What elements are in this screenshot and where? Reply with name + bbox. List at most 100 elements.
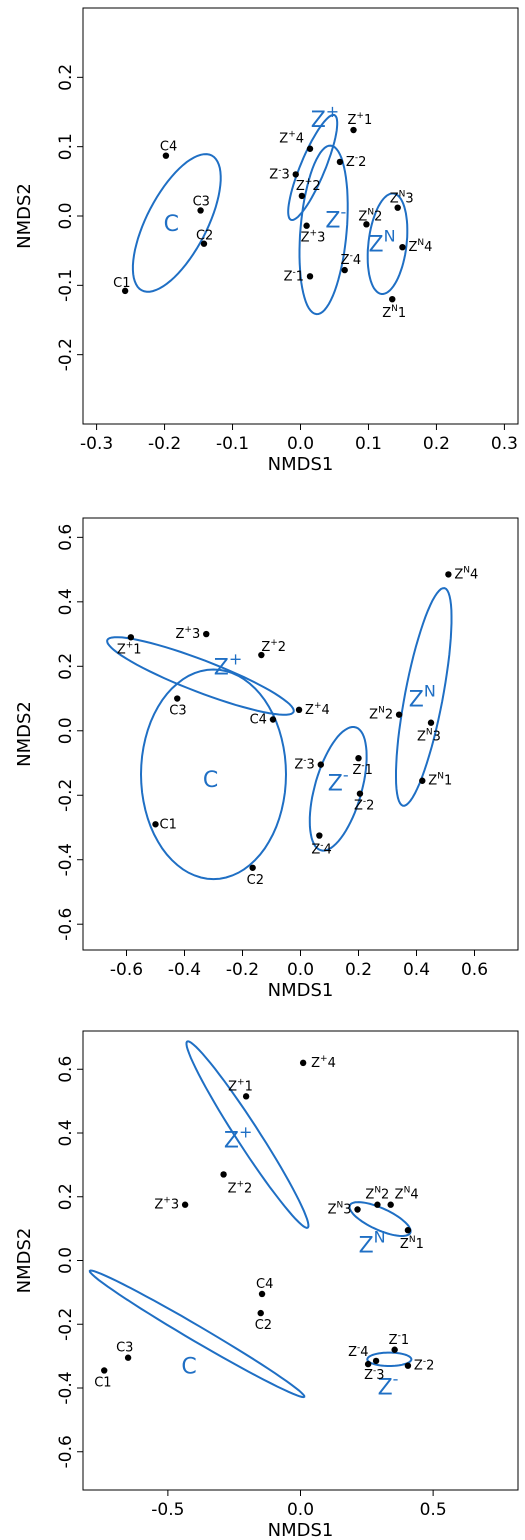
data-point [404,1227,412,1234]
point-label: ZN4 [395,1186,419,1203]
y-axis-label: NMDS2 [14,1228,35,1294]
data-point [121,287,129,295]
nmds-panel-3: -0.5 0.0 0.5 -0.6 -0.4 -0.2 0.0 0.2 0.4 0.6 NMDS1 N… [14,1030,519,1540]
data-point [303,222,310,229]
plot-frame [82,7,519,425]
y-tick-label: 0.6 [56,524,76,551]
point-label: Z-4 [348,1343,368,1360]
data-point [419,777,426,784]
plot-frame [82,1030,519,1491]
x-tick-label: -0.2 [148,434,181,454]
point-label: ZN1 [400,1235,424,1252]
data-point [181,1201,189,1208]
data-point [354,1206,361,1213]
data-point [152,821,159,828]
data-point [363,221,370,228]
group-label: Z- [328,765,349,796]
data-point [306,145,314,152]
data-point [299,1059,307,1067]
x-tick-label: -0.4 [168,960,201,980]
y-tick-label: 0.1 [56,133,76,160]
data-point [387,1201,394,1208]
x-axis-label: NMDS1 [268,1520,334,1540]
x-tick-label: -0.6 [110,960,143,980]
data-point [350,126,357,134]
point-label: Z-1 [284,267,304,284]
point-label: Z-3 [364,1366,384,1383]
point-label: Z-2 [346,153,366,170]
group-label: ZN [369,227,396,258]
x-tick-label: 0.0 [287,960,314,980]
group-ellipse-zn [395,587,453,807]
data-point [355,754,362,762]
point-label: Z-3 [269,165,289,182]
y-tick-label: -0.2 [56,1308,76,1341]
data-point [374,1201,381,1208]
point-label: C3 [193,194,210,209]
group-label: C [203,768,218,793]
group-ellipse-c [139,668,288,881]
point-label: Z-3 [294,756,314,773]
point-label: Z+3 [176,625,201,642]
point-label: Z-4 [341,251,361,268]
data-point [336,158,344,166]
point-label: ZN3 [328,1201,352,1218]
x-tick-label: 0.0 [287,1500,314,1520]
plot-frame [82,517,519,951]
data-point [269,716,277,723]
data-point [445,571,452,578]
point-label: C1 [94,1375,111,1390]
data-point [220,1171,227,1178]
x-tick-label: 0.0 [287,434,314,454]
data-point [127,634,135,641]
point-label: ZN2 [358,207,382,224]
point-label: C2 [247,873,264,888]
x-tick-label: 0.6 [461,960,488,980]
y-tick-label: 0.4 [56,588,76,615]
point-label: Z+1 [117,640,142,657]
data-point [257,1309,264,1317]
data-point [404,1362,412,1369]
data-point [249,864,256,871]
group-label: Z- [378,1369,399,1400]
point-label: Z+4 [305,701,330,718]
point-label: Z+3 [301,229,326,246]
point-label: Z-4 [311,841,331,858]
group-label: Z- [325,202,346,233]
group-label: ZN [359,1228,386,1259]
data-point [242,1093,250,1100]
point-label: ZN4 [408,238,432,255]
point-label: Z-1 [353,761,373,778]
point-label: C2 [196,229,213,244]
data-point [341,266,348,274]
data-point [124,1354,132,1361]
group-ellipse-zminus [298,144,349,316]
group-label: C [181,1355,196,1380]
data-point [395,711,403,718]
x-tick-label: -0.5 [151,1500,184,1520]
point-label: C4 [250,712,267,727]
x-axis-label: NMDS1 [268,980,334,1001]
data-point [427,719,435,726]
data-point [389,296,396,303]
x-tick-label: 0.2 [345,960,372,980]
x-tick-label: 0.3 [491,434,518,454]
point-label: C3 [169,704,186,719]
x-tick-label: 0.1 [355,434,382,454]
x-tick-label: -0.3 [80,434,113,454]
point-label: ZN3 [417,728,441,745]
y-tick-label: 0.2 [56,653,76,680]
y-tick-label: -0.6 [56,1435,76,1468]
group-ellipse-zplus [185,1040,310,1229]
group-ellipse-c [131,153,222,293]
data-point [174,695,181,702]
data-point [391,1346,398,1353]
group-label: C [164,212,179,237]
data-point [316,832,323,839]
x-tick-label: -0.1 [216,434,249,454]
group-ellipse-c [88,1269,306,1399]
y-tick-label: 0.0 [56,717,76,744]
point-label: Z-1 [389,1331,409,1348]
data-point [101,1367,108,1374]
